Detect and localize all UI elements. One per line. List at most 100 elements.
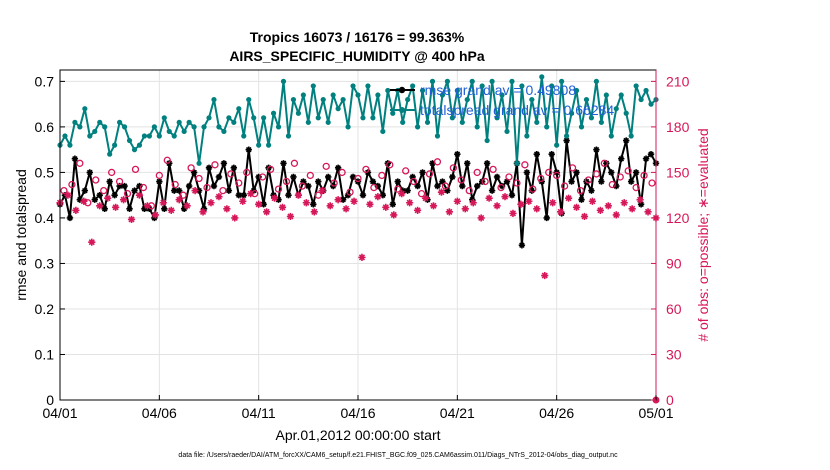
y-tick-label: 0.6 [35,119,55,135]
point-totalspread [295,110,301,116]
point-totalspread [370,115,376,121]
point-obs_evaluated [135,191,144,199]
point-center-rmse [336,166,340,170]
point-obs_evaluated [310,208,318,216]
point-obs_evaluated [596,206,604,214]
chart-subtitle: AIRS_SPECIFIC_HUMIDITY @ 400 hPa [229,48,485,64]
point-totalspread [623,110,629,116]
point-center-rmse [242,193,246,197]
point-totalspread [613,106,619,112]
point-obs_possible [473,168,481,177]
point-obs_possible [362,165,370,174]
point-totalspread [256,142,262,148]
y-right-tick-label: 150 [666,164,690,180]
point-obs_possible [576,186,585,195]
point-center-rmse [118,184,122,188]
point-obs_possible [529,185,537,193]
point-totalspread [643,87,649,94]
point-totalspread [107,151,113,157]
point-center-rmse [565,139,569,143]
y-right-tick-label: 0 [666,392,674,408]
point-totalspread [365,83,371,89]
point-center-rmse [212,184,216,188]
point-totalspread [578,124,585,130]
point-obs_evaluated [445,208,453,216]
point-center-rmse [227,189,231,193]
point-obs_evaluated [477,214,485,222]
point-center-rmse [510,193,514,197]
y-tick-label: 0.1 [35,346,55,362]
point-center-rmse [629,180,633,184]
point-obs_possible [100,186,108,195]
point-totalspread [251,115,257,121]
point-obs_possible [139,183,148,192]
point-obs_evaluated [501,193,509,201]
point-obs_evaluated [119,196,128,204]
point-totalspread [156,133,162,139]
point-obs_evaluated [461,205,469,213]
point-totalspread [82,106,88,112]
point-totalspread [444,78,450,84]
point-center-rmse [421,170,425,174]
point-totalspread [171,133,177,139]
point-obs_evaluated [247,190,255,198]
point-totalspread [524,133,530,139]
x-axis-ticks: 04/01 04/06 04/11 04/16 04/21 04/26 05/01 [42,395,674,421]
point-obs_possible [314,191,322,199]
point-center-rmse [326,175,330,179]
point-totalspread [410,83,416,89]
point-totalspread [489,78,495,84]
point-totalspread [121,124,128,130]
point-obs_possible [465,186,473,195]
point-center-rmse [460,184,464,188]
point-obs_evaluated [294,191,302,199]
point-center-rmse [495,175,499,179]
point-obs_possible [521,161,529,169]
point-obs_evaluated [493,202,501,210]
point-center-rmse [599,180,603,184]
point-center-rmse [450,175,454,179]
footnote: data file: /Users/raeder/DAI/ATM_forcXX/… [178,452,618,459]
point-center-rmse [232,166,236,170]
point-totalspread [236,106,242,112]
point-obs_possible [505,173,513,181]
point-totalspread [280,78,287,84]
point-totalspread [310,83,316,89]
point-center-rmse [550,152,554,156]
point-obs_possible [227,170,235,178]
point-center-rmse [440,180,444,184]
point-totalspread [449,115,455,121]
point-totalspread [246,96,252,103]
point-center-rmse [83,189,87,193]
point-center-rmse [128,207,132,211]
point-obs_possible [560,182,569,190]
point-center-rmse [416,184,420,188]
point-totalspread [315,115,321,121]
point-center-rmse [98,193,102,197]
point-totalspread [241,133,247,139]
point-obs_possible [306,171,314,180]
point-totalspread [390,110,396,116]
point-center-rmse [113,193,117,197]
y-right-tick-label: 90 [666,255,682,271]
point-center-rmse [351,175,355,179]
point-obs_possible [553,171,561,180]
point-obs_possible [417,190,426,198]
point-obs_possible [537,174,545,183]
point-obs_possible [648,179,656,187]
point-obs_possible [640,171,648,180]
point-obs_possible [433,158,442,166]
point-obs_possible [608,180,616,189]
point-center-rmse [177,189,181,193]
point-obs_evaluated [175,196,183,204]
point-center-rmse [207,166,211,170]
point-totalspread [519,83,525,89]
point-obs_evaluated [358,253,366,261]
point-center-rmse [575,170,579,174]
point-center-rmse [609,170,613,174]
point-obs_possible [68,180,76,189]
point-center-rmse [316,180,320,184]
point-center-rmse [108,180,112,184]
point-center-rmse [217,175,221,179]
